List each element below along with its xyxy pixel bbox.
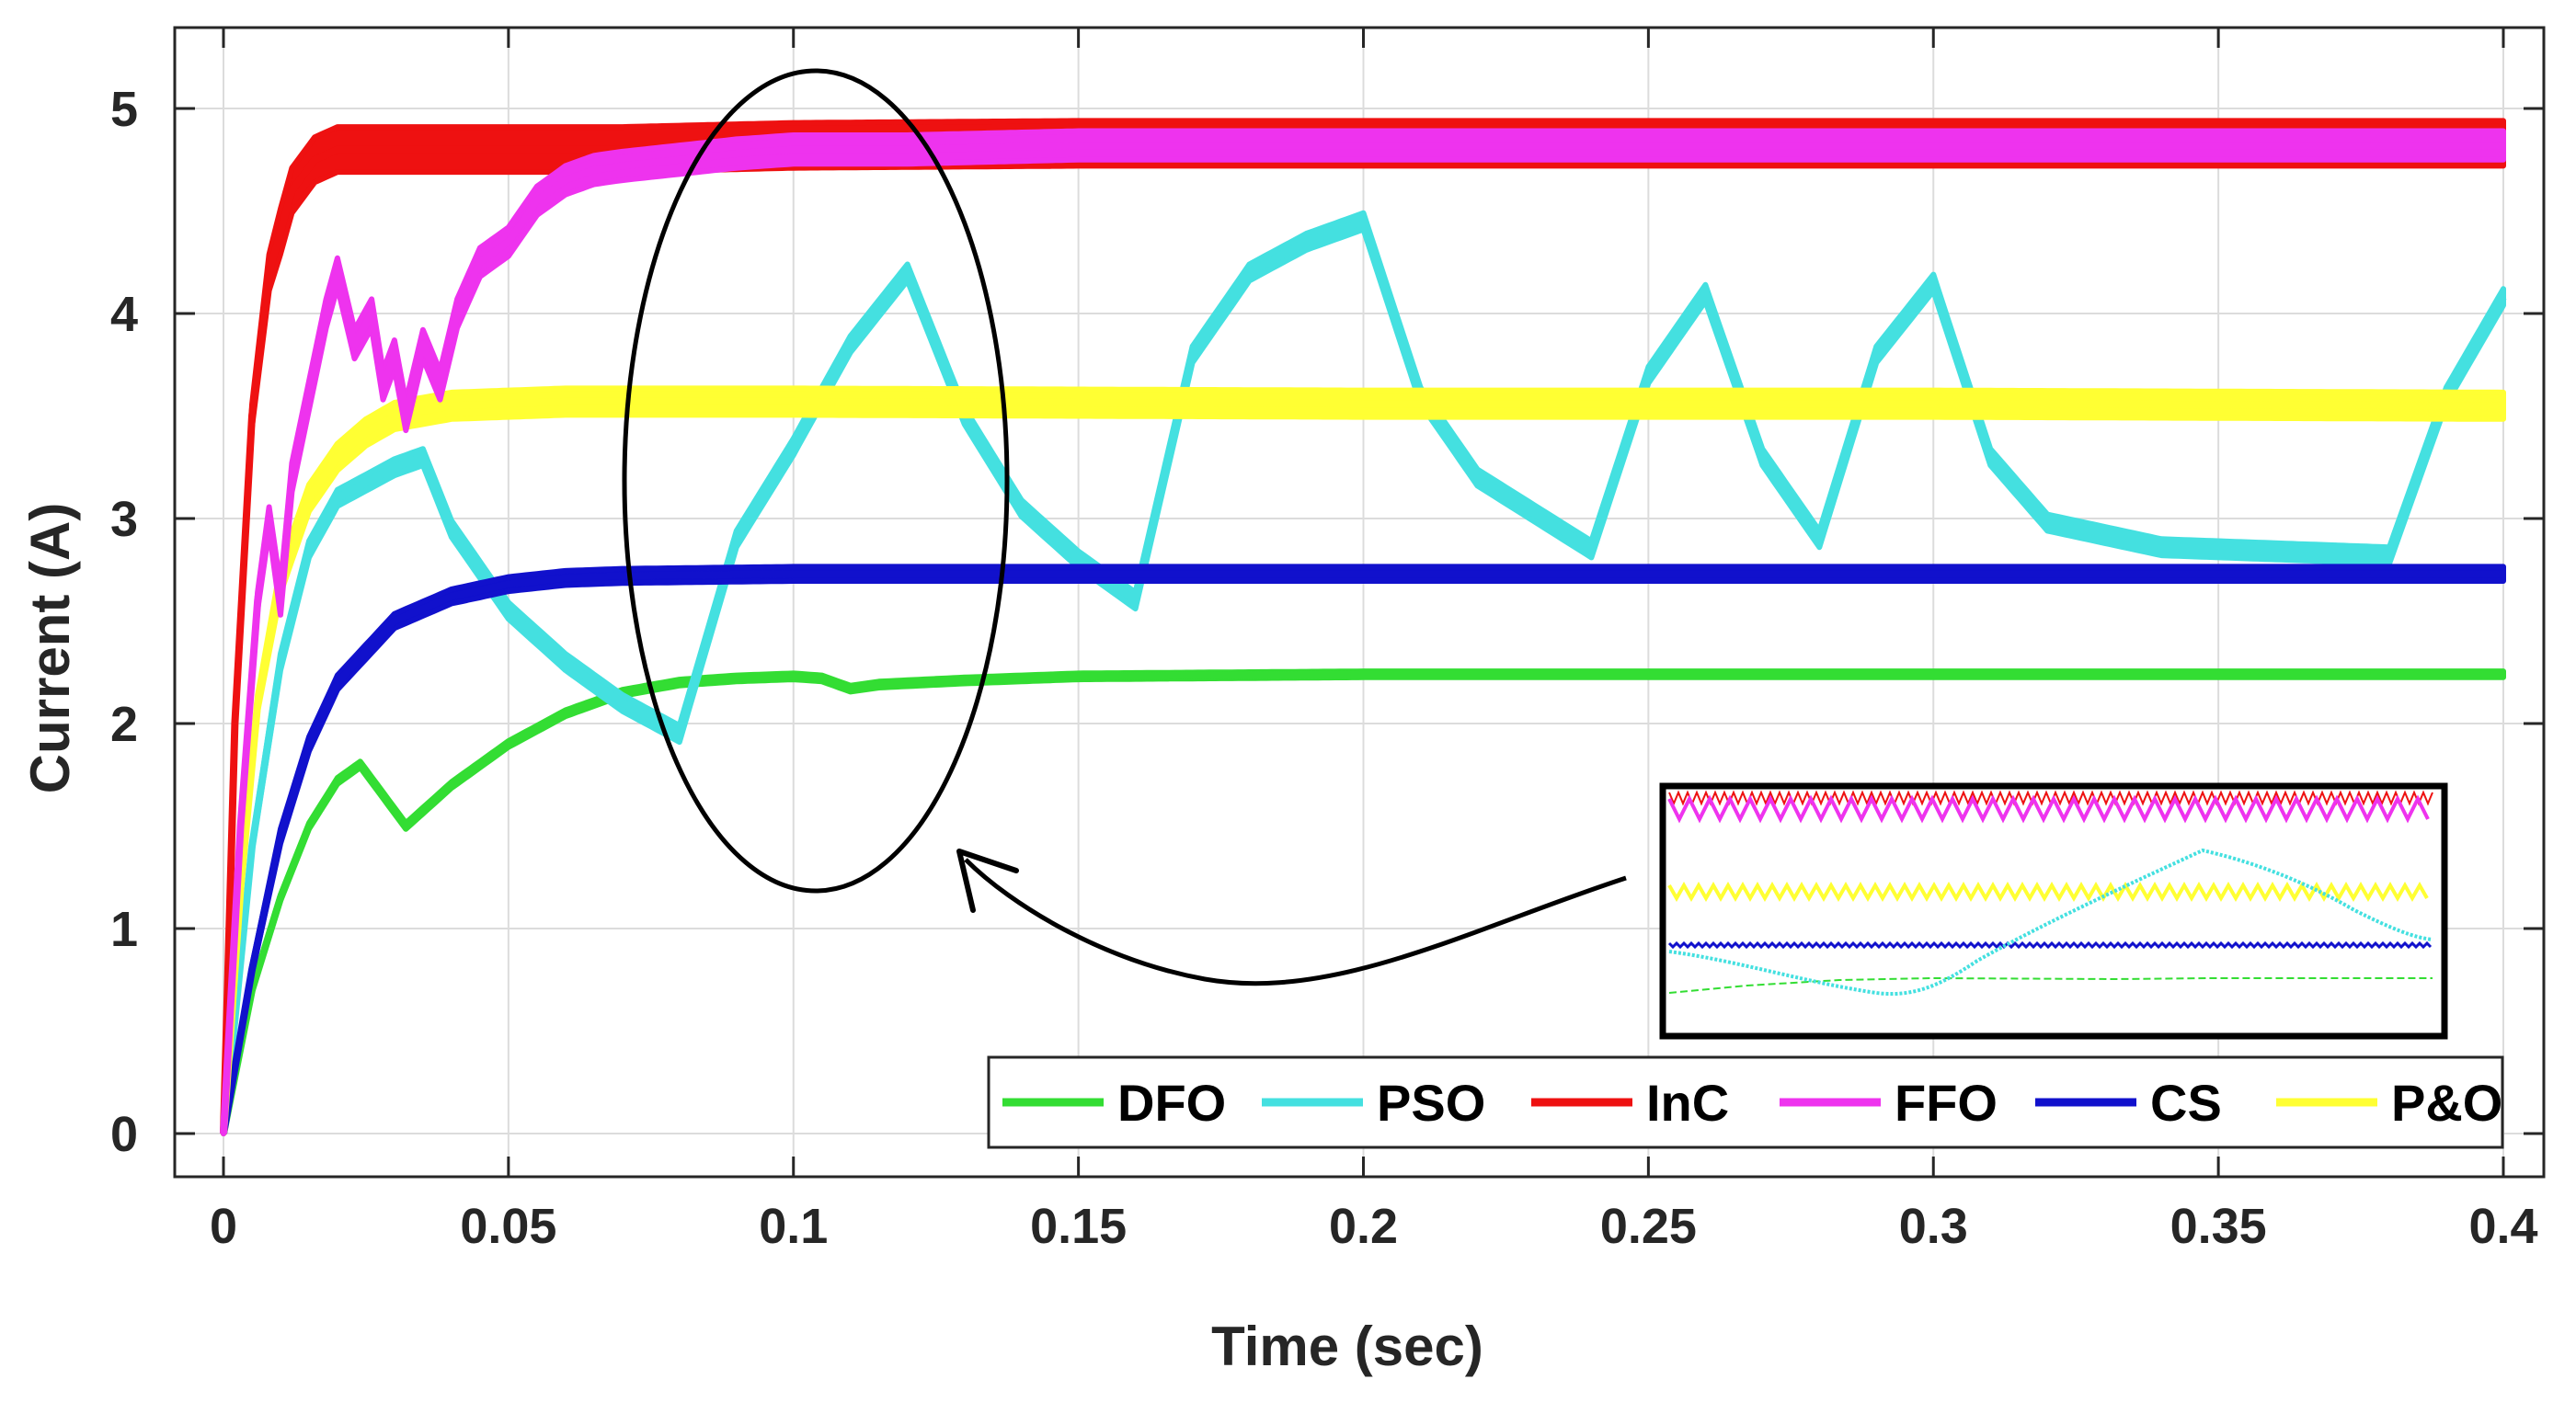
inset-po-trace: [1667, 881, 2429, 903]
arrow-head: [956, 849, 1019, 913]
y-tick-label: 5: [110, 82, 138, 137]
x-tick-label: 0: [210, 1199, 237, 1254]
y-tick-label: 4: [110, 287, 138, 342]
x-tick-label: 0.15: [1030, 1199, 1127, 1254]
legend-item-dfo: DFO: [1002, 1074, 1226, 1132]
legend-label: FFO: [1895, 1074, 1998, 1132]
y-tick-label: 1: [110, 902, 138, 957]
legend-items: DFO PSO InC FFO CS P&O: [1002, 1074, 2502, 1132]
x-axis-title: Time (sec): [1211, 1316, 1483, 1377]
series-pando: [220, 385, 2506, 1136]
legend-item-cs: CS: [2035, 1074, 2222, 1132]
x-tick-label: 0.05: [460, 1199, 556, 1254]
legend-label: PSO: [1377, 1074, 1485, 1132]
legend-label: InC: [1646, 1074, 1729, 1132]
x-tick-label: 0.25: [1600, 1199, 1697, 1254]
inset-dfo-trace: [1668, 976, 2433, 994]
legend-item-pso: PSO: [1262, 1074, 1485, 1132]
legend-item-inc: InC: [1531, 1074, 1729, 1132]
legend-label: DFO: [1117, 1074, 1226, 1132]
y-tick-label: 3: [110, 492, 138, 547]
inset-ffo-trace: [1667, 794, 2430, 824]
ticks: [175, 28, 2544, 1177]
x-tick-label: 0.35: [2170, 1199, 2267, 1254]
axes-box: [173, 26, 2546, 1179]
inset-traces: [1667, 790, 2433, 997]
inset-cs-trace: [1667, 940, 2433, 950]
legend-label: CS: [2150, 1074, 2222, 1132]
legend-label: P&O: [2391, 1074, 2502, 1132]
series-line: [220, 397, 2504, 1134]
legend: DFO PSO InC FFO CS P&O: [987, 1055, 2504, 1149]
x-tick-label: 0.2: [1329, 1199, 1398, 1254]
series-ffo: [220, 128, 2506, 1136]
series-line: [220, 570, 2503, 1134]
inset-zoom-plot: [1659, 782, 2448, 1040]
x-tick-label: 0.1: [759, 1199, 828, 1254]
zoom-annotation: [622, 68, 1627, 986]
series-pso: [220, 210, 2507, 1136]
y-tick-label: 2: [110, 697, 138, 752]
arrow-curve: [964, 858, 1627, 986]
series-line: [220, 142, 2503, 1134]
zoom-ellipse: [622, 68, 1010, 894]
x-tick-labels: 0 0.05 0.1 0.15 0.2 0.25 0.3 0.35 0.4: [210, 1199, 2538, 1254]
series-cs: [220, 564, 2506, 1136]
x-tick-label: 0.3: [1899, 1199, 1968, 1254]
x-tick-label: 0.4: [2468, 1199, 2537, 1254]
series-line: [220, 217, 2507, 1134]
legend-box: [987, 1055, 2504, 1149]
y-axis-title: Current (A): [19, 503, 81, 794]
inset-frame: [1659, 782, 2448, 1040]
legend-item-ffo: FFO: [1780, 1074, 1998, 1132]
legend-item-pando: P&O: [2276, 1074, 2502, 1132]
inset-pso-trace: [1668, 848, 2433, 997]
y-tick-labels: 0 1 2 3 4 5: [110, 82, 138, 1162]
y-tick-label: 0: [110, 1107, 138, 1162]
